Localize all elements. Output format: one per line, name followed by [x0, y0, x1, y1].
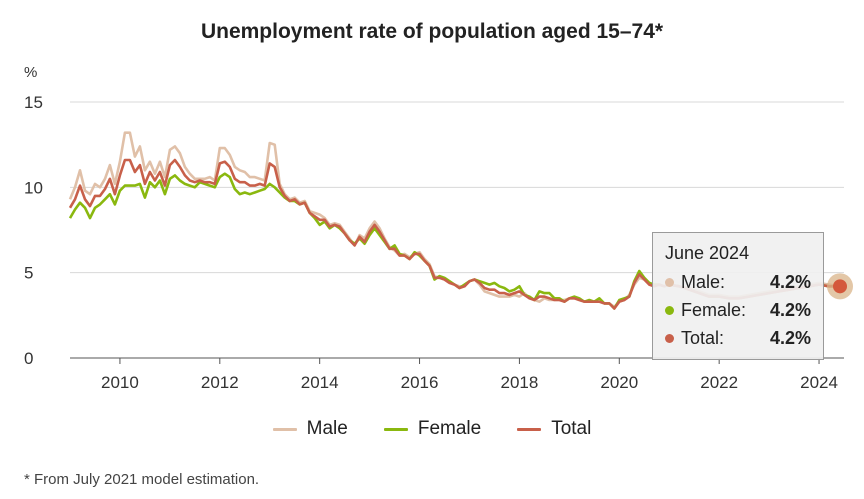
legend-item-male[interactable]: Male: [272, 418, 348, 440]
tooltip-value-total: 4.2%: [769, 327, 811, 348]
tooltip-row-male: Male: 4.2%: [665, 268, 811, 296]
y-tick-label-0: 0: [24, 349, 33, 368]
x-tick-label-2012: 2012: [201, 373, 239, 392]
tooltip-value-female: 4.2%: [769, 299, 811, 320]
x-tick-label-2022: 2022: [700, 373, 738, 392]
y-tick-label-10: 10: [24, 178, 43, 197]
legend-label-female: Female: [417, 418, 482, 439]
legend-swatch-total: [517, 427, 542, 431]
legend-swatch-female: [383, 427, 408, 431]
tooltip-value-male: 4.2%: [769, 271, 811, 292]
tooltip-row-female: Female: 4.2%: [665, 296, 811, 324]
y-tick-label-5: 5: [24, 264, 33, 283]
legend-label-male: Male: [306, 418, 348, 439]
legend-item-female[interactable]: Female: [383, 418, 482, 440]
tooltip-label-female: Female:: [681, 299, 747, 320]
x-tick-label-2018: 2018: [501, 373, 539, 392]
series-line-total: [68, 158, 840, 310]
y-tick-label-15: 15: [24, 93, 43, 112]
tooltip-dot-female: [665, 305, 674, 315]
tooltip-dot-male: [665, 277, 674, 287]
chart-legend: Male Female Total: [0, 418, 864, 440]
x-tick-label-2010: 2010: [101, 373, 139, 392]
y-axis-unit: %: [24, 64, 38, 81]
tooltip-label-total: Total:: [681, 327, 725, 348]
tooltip-title: June 2024: [665, 243, 750, 263]
x-tick-label-2024: 2024: [800, 373, 838, 392]
footnote: * From July 2021 model estimation.: [24, 471, 260, 488]
x-tick-label-2014: 2014: [301, 373, 339, 392]
x-tick-label-2016: 2016: [401, 373, 439, 392]
tooltip-row-total: Total: 4.2%: [665, 324, 811, 352]
chart-title: Unemployment rate of population aged 15–…: [200, 20, 664, 43]
legend-swatch-male: [272, 427, 297, 431]
tooltip-label-male: Male:: [681, 271, 726, 292]
hover-tooltip: June 2024 Male: 4.2% Female: 4.2% Total:…: [652, 232, 824, 360]
tooltip-dot-total: [665, 333, 674, 343]
x-tick-label-2020: 2020: [600, 373, 638, 392]
legend-label-total: Total: [551, 418, 592, 439]
highlight-point: [833, 279, 848, 294]
legend-item-total[interactable]: Total: [517, 418, 591, 440]
